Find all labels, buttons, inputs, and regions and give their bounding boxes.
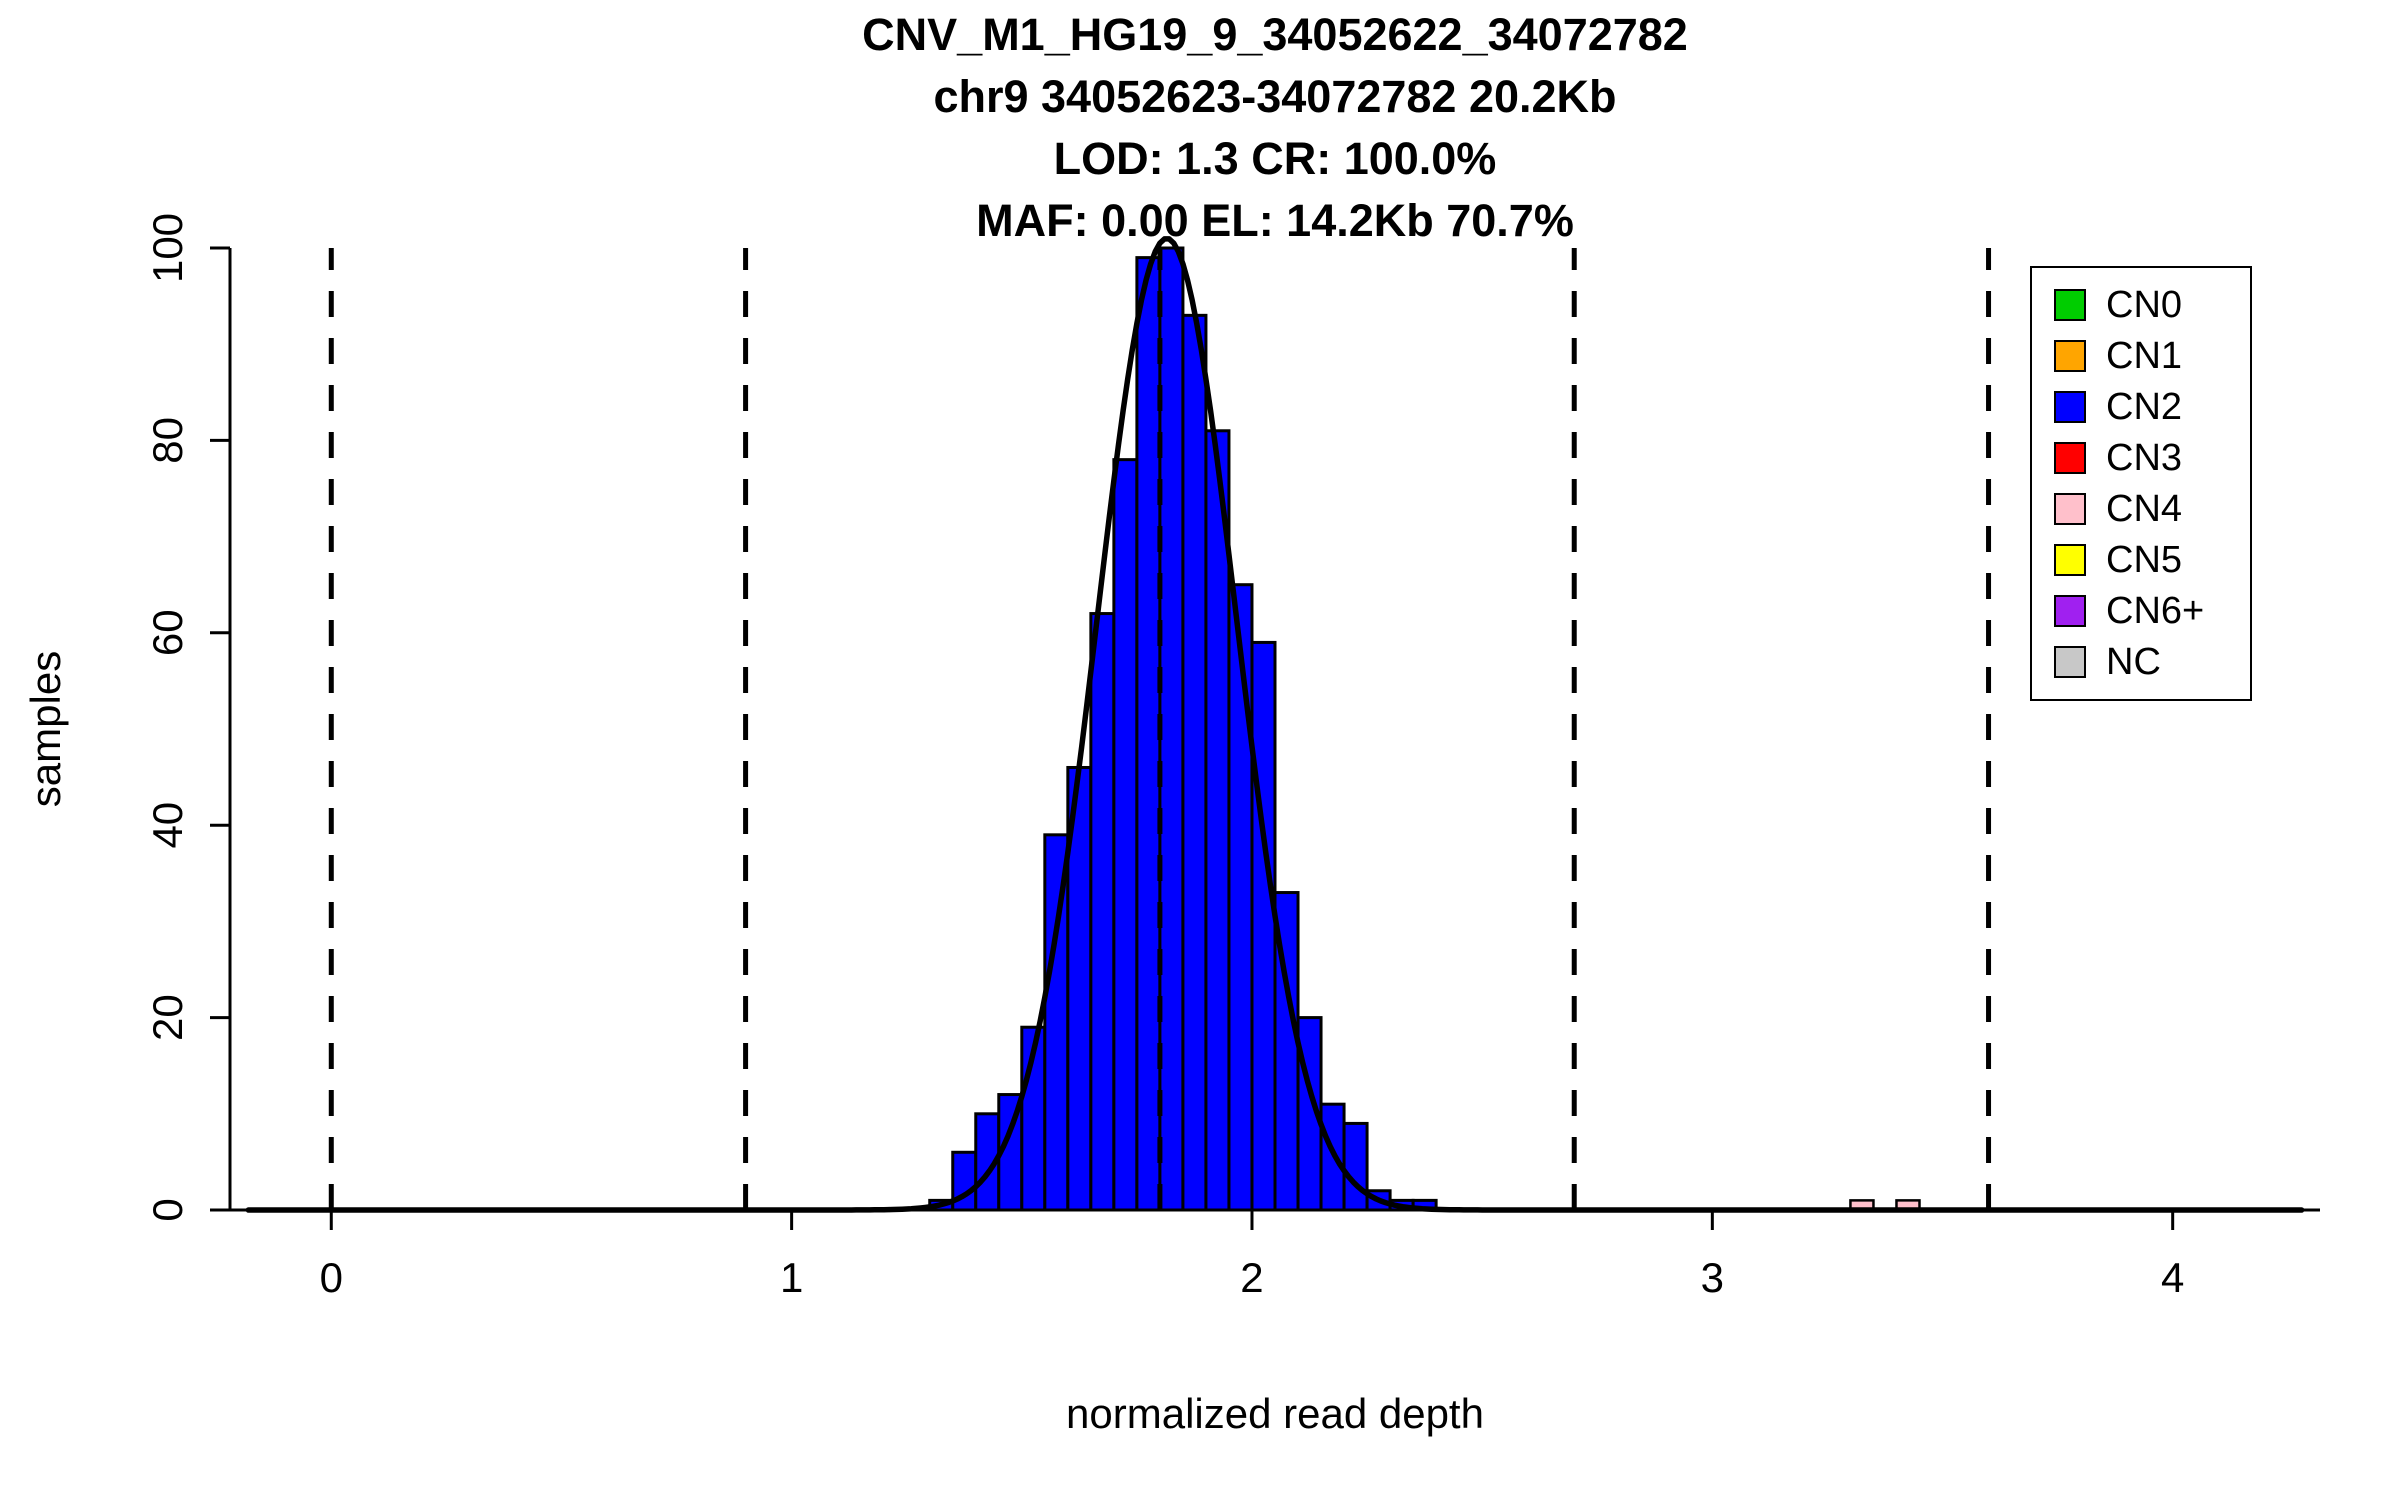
legend-swatch-nc — [2054, 646, 2086, 678]
y-tick-label: 60 — [144, 609, 191, 656]
legend-item: CN4 — [2054, 490, 2224, 528]
histogram-bar — [1158, 246, 1185, 1212]
x-tick-label: 4 — [2161, 1254, 2184, 1301]
histogram-bar — [1181, 313, 1208, 1212]
chart-title-line-2: chr9 34052623-34072782 20.2Kb — [933, 71, 1617, 123]
legend-swatch-cn1 — [2054, 340, 2086, 372]
histogram-bar — [1089, 612, 1116, 1212]
legend-swatch-cn6+ — [2054, 595, 2086, 627]
legend-item: CN1 — [2054, 337, 2224, 375]
histogram-bar — [1112, 458, 1139, 1212]
histogram-bar — [1342, 1121, 1369, 1212]
x-tick-label: 2 — [1240, 1254, 1263, 1301]
histogram-bar — [1135, 256, 1162, 1212]
legend-label: CN5 — [2106, 539, 2183, 581]
y-tick-label: 80 — [144, 417, 191, 464]
chart-title-line-1: CNV_M1_HG19_9_34052622_34072782 — [862, 9, 1688, 60]
histogram-bar — [1227, 583, 1254, 1212]
legend-swatch-cn2 — [2054, 391, 2086, 423]
y-tick-label: 100 — [144, 213, 191, 283]
legend-label: CN0 — [2106, 284, 2183, 326]
legend: CN0 CN1 CN2 CN3 CN4 CN5 CN6+ NC — [2030, 266, 2252, 701]
legend-swatch-cn0 — [2054, 289, 2086, 321]
x-tick-label: 0 — [320, 1254, 343, 1301]
legend-item: CN0 — [2054, 286, 2224, 324]
legend-item: CN5 — [2054, 541, 2224, 579]
legend-label: CN2 — [2106, 386, 2183, 428]
chart-title-line-4: MAF: 0.00 EL: 14.2Kb 70.7% — [976, 195, 1574, 247]
legend-label: CN6+ — [2106, 590, 2205, 632]
histogram-bar — [1250, 640, 1277, 1212]
legend-label: CN1 — [2106, 335, 2183, 377]
chart-title: CNV_M1_HG19_9_34052622_34072782 chr9 340… — [862, 4, 1688, 252]
legend-swatch-cn5 — [2054, 544, 2086, 576]
legend-swatch-cn3 — [2054, 442, 2086, 474]
y-tick-label: 0 — [144, 1198, 191, 1221]
legend-label: NC — [2106, 641, 2161, 683]
legend-item: CN2 — [2054, 388, 2224, 426]
x-tick-label: 3 — [1701, 1254, 1724, 1301]
legend-label: CN3 — [2106, 437, 2183, 479]
legend-item: NC — [2054, 643, 2224, 681]
x-tick-label: 1 — [780, 1254, 803, 1301]
legend-label: CN4 — [2106, 488, 2183, 530]
chart-title-line-3: LOD: 1.3 CR: 100.0% — [1053, 133, 1497, 185]
x-axis-label: normalized read depth — [1066, 1390, 1484, 1437]
y-tick-label: 40 — [144, 802, 191, 849]
legend-swatch-cn4 — [2054, 493, 2086, 525]
legend-item: CN6+ — [2054, 592, 2224, 630]
y-axis-label: samples — [22, 650, 69, 808]
legend-item: CN3 — [2054, 439, 2224, 477]
y-tick-label: 20 — [144, 994, 191, 1041]
